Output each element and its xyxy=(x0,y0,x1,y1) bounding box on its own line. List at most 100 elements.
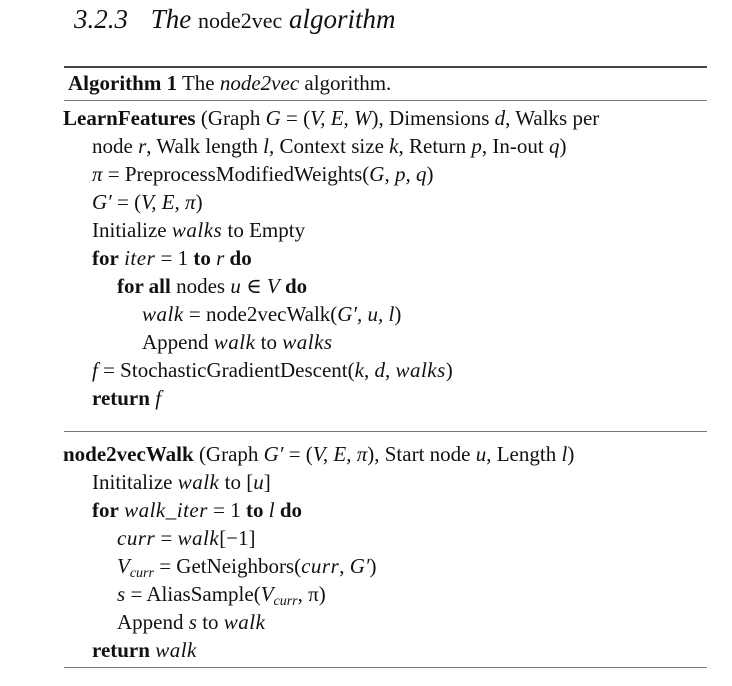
text: (Graph xyxy=(198,442,259,466)
text: ) xyxy=(369,554,377,578)
text: ) xyxy=(567,442,575,466)
subscript: curr xyxy=(273,594,298,609)
pseudocode-line: Vcurr = GetNeighbors(curr, G′) xyxy=(117,552,377,588)
math: q xyxy=(548,134,560,158)
text: node xyxy=(92,134,133,158)
keyword: to xyxy=(246,498,264,522)
text: , Walk length xyxy=(146,134,258,158)
math: p xyxy=(471,134,482,158)
text: , xyxy=(363,358,370,382)
text: to Empty xyxy=(227,218,306,242)
pseudocode-line: Append s to walk xyxy=(117,608,265,636)
math: f xyxy=(92,358,98,382)
text: (Graph xyxy=(200,106,261,130)
math: V, E, π xyxy=(312,442,368,466)
math: s xyxy=(188,610,197,634)
math: V xyxy=(260,582,274,606)
caption-post: algorithm. xyxy=(304,71,392,95)
caption-pre: The xyxy=(181,71,215,95)
text: = ( xyxy=(111,190,142,214)
math: l xyxy=(268,498,275,522)
section-title-code: node2vec xyxy=(198,8,283,33)
section-heading: 3.2.3 The node2vec algorithm xyxy=(74,4,396,35)
text: Initialize xyxy=(92,218,167,242)
math: k xyxy=(389,134,399,158)
math: walk xyxy=(213,330,256,354)
math: s xyxy=(117,582,126,606)
keyword: do xyxy=(279,498,303,522)
procedure-separator xyxy=(64,431,707,432)
text: Append xyxy=(117,610,184,634)
math: curr xyxy=(301,554,340,578)
math: u xyxy=(253,470,264,494)
math: G, p, q xyxy=(369,162,427,186)
learnfeatures-signature-line2: node r, Walk length l, Context size k, R… xyxy=(92,132,566,160)
pseudocode-line: walk = node2vecWalk(G′, u, l) xyxy=(142,300,401,328)
text: = GetNeighbors( xyxy=(153,554,302,578)
keyword: do xyxy=(284,274,308,298)
text: , xyxy=(384,358,391,382)
section-title-pre: The xyxy=(150,4,192,34)
math: r xyxy=(216,246,225,270)
subscript: curr xyxy=(129,566,154,581)
text: ) xyxy=(394,302,402,326)
math: walk xyxy=(177,470,220,494)
math: G′, u, l xyxy=(337,302,395,326)
math: d xyxy=(374,358,385,382)
pseudocode-line: s = AliasSample(Vcurr, π) xyxy=(117,580,326,616)
section-number: 3.2.3 xyxy=(74,4,128,34)
bottom-rule xyxy=(64,667,707,668)
text: , Context size xyxy=(269,134,384,158)
text: = AliasSample( xyxy=(125,582,261,606)
procedure-name-node2vecwalk: node2vecWalk xyxy=(63,442,194,466)
keyword: return xyxy=(92,638,150,662)
text: = ( xyxy=(280,106,311,130)
math: k xyxy=(354,358,364,382)
math: curr xyxy=(117,526,156,550)
math: V, E, π xyxy=(141,190,196,214)
math: d xyxy=(494,106,506,130)
text: = 1 xyxy=(207,498,241,522)
text: to xyxy=(202,610,219,634)
math: u xyxy=(475,442,487,466)
keyword: do xyxy=(229,246,252,270)
pseudocode-line: return walk xyxy=(92,636,197,664)
math: walks xyxy=(395,358,446,382)
math: walk xyxy=(223,610,266,634)
text: Append xyxy=(142,330,209,354)
text: , Return xyxy=(398,134,467,158)
math: walk xyxy=(177,526,220,550)
pseudocode-line: for walk_iter = 1 to l do xyxy=(92,496,302,524)
math: walk xyxy=(142,302,184,326)
text: , xyxy=(339,554,345,578)
keyword: to xyxy=(193,246,211,270)
pseudocode-line: Initialize walks to Empty xyxy=(92,216,305,244)
algorithm-caption: Algorithm 1 The node2vec algorithm. xyxy=(68,71,391,96)
text: = xyxy=(155,526,173,550)
pseudocode-line: return f xyxy=(92,384,161,412)
keyword: return xyxy=(92,386,150,410)
text: , π) xyxy=(297,582,326,606)
caption-rule xyxy=(64,100,707,101)
text: ), Start node xyxy=(367,442,471,466)
text: = StochasticGradientDescent( xyxy=(97,358,355,382)
text: ] xyxy=(263,470,271,494)
math: iter xyxy=(124,246,156,270)
text: ) xyxy=(426,162,434,186)
keyword: for all xyxy=(117,274,171,298)
pseudocode-line: curr = walk[−1] xyxy=(117,524,256,552)
math: G′ xyxy=(92,190,112,214)
text: [−1] xyxy=(219,526,256,550)
procedure-name-learnfeatures: LearnFeatures xyxy=(63,106,196,130)
math: walk_iter xyxy=(124,498,208,522)
keyword: for xyxy=(92,246,119,270)
algorithm-label: Algorithm 1 xyxy=(68,71,178,95)
text: ) xyxy=(445,358,453,382)
pseudocode-line: for all nodes u ∈ V do xyxy=(117,272,307,300)
math: π xyxy=(92,162,103,186)
math: u ∈ V xyxy=(230,274,280,298)
pseudocode-line: for iter = 1 to r do xyxy=(92,244,252,272)
math: V, E, W xyxy=(310,106,372,130)
text: ) xyxy=(559,134,567,158)
learnfeatures-signature-line1: LearnFeatures (Graph G = (V, E, W), Dime… xyxy=(63,104,599,132)
